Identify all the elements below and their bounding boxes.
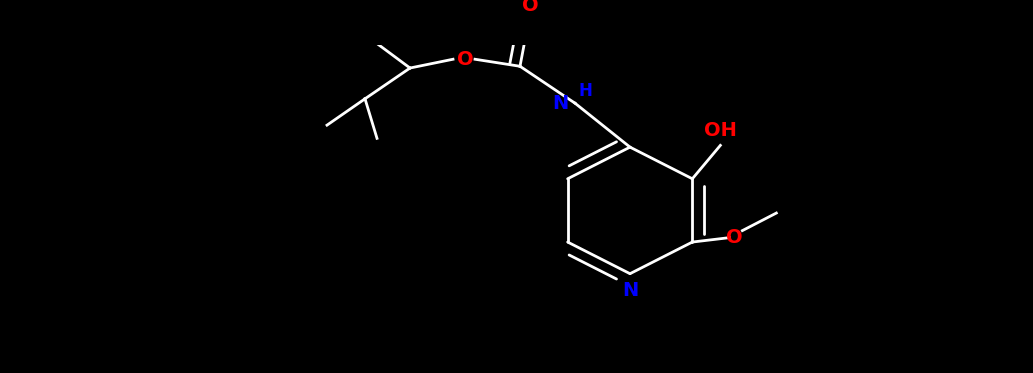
Text: N: N [553,94,569,113]
Text: O: O [457,50,473,69]
Text: O: O [726,228,743,247]
Text: N: N [622,281,638,300]
Text: H: H [580,82,593,100]
Text: OH: OH [703,121,737,140]
Text: O: O [522,0,538,15]
